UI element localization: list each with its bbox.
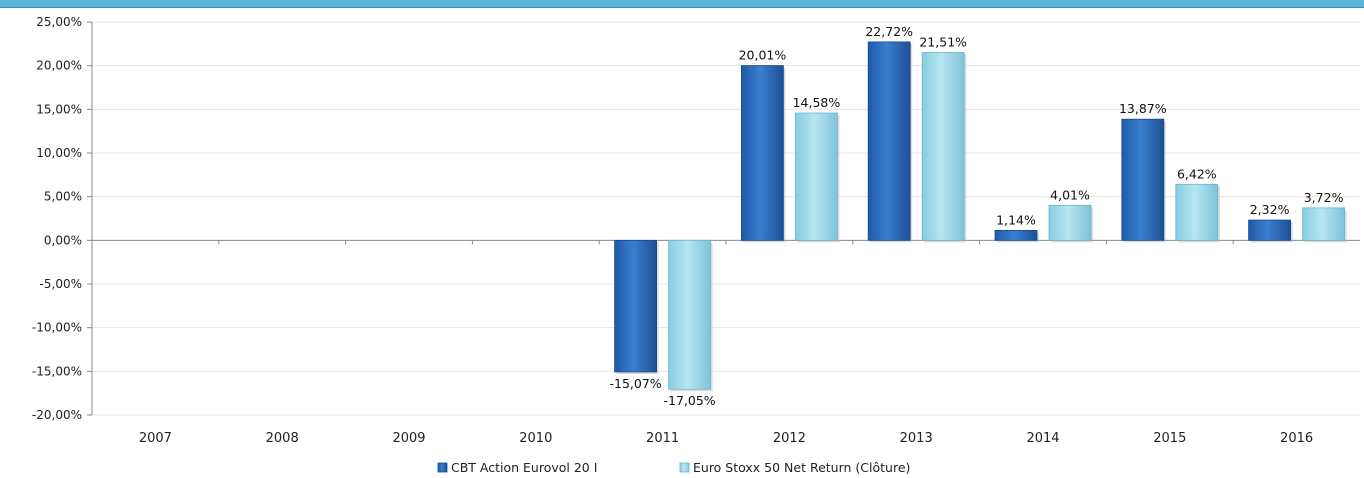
data-label: 3,72% xyxy=(1304,190,1344,205)
y-tick-label: -5,00% xyxy=(40,277,82,291)
data-label: 22,72% xyxy=(865,24,913,39)
data-label: 4,01% xyxy=(1050,187,1090,202)
x-tick-label: 2012 xyxy=(773,431,806,446)
y-tick-label: 25,00% xyxy=(36,15,82,29)
bar xyxy=(668,239,711,390)
y-tick-label: 20,00% xyxy=(36,59,82,73)
x-tick-label: 2013 xyxy=(900,431,933,446)
data-label: 6,42% xyxy=(1177,166,1217,181)
x-tick-label: 2016 xyxy=(1280,431,1313,446)
data-label: 13,87% xyxy=(1119,101,1167,116)
bar xyxy=(1121,118,1165,241)
y-tick-label: -20,00% xyxy=(32,408,82,422)
y-tick-label: 0,00% xyxy=(44,233,82,247)
x-tick-label: 2015 xyxy=(1153,431,1186,446)
bar xyxy=(795,112,838,241)
data-label: -15,07% xyxy=(610,376,662,391)
legend-swatch xyxy=(679,462,690,473)
x-tick-label: 2009 xyxy=(392,431,425,446)
legend-label: CBT Action Eurovol 20 I xyxy=(451,460,597,475)
bar xyxy=(614,239,657,373)
bar xyxy=(741,65,784,241)
x-tick-label: 2007 xyxy=(139,431,172,446)
bar xyxy=(1175,183,1219,241)
data-label: -17,05% xyxy=(664,393,716,408)
y-tick-label: -15,00% xyxy=(32,364,82,378)
bar xyxy=(921,52,965,241)
bar xyxy=(867,41,911,241)
y-tick-label: 10,00% xyxy=(36,146,82,160)
x-tick-label: 2010 xyxy=(519,431,552,446)
bar xyxy=(1302,207,1345,241)
data-label: 2,32% xyxy=(1250,202,1290,217)
legend-label: Euro Stoxx 50 Net Return (Clôture) xyxy=(693,460,910,475)
data-label: 1,14% xyxy=(996,212,1036,227)
bar xyxy=(1048,204,1092,241)
legend-swatch xyxy=(437,462,448,473)
x-tick-label: 2014 xyxy=(1026,431,1059,446)
bar xyxy=(1248,219,1291,241)
y-tick-label: 5,00% xyxy=(44,190,82,204)
y-tick-label: 15,00% xyxy=(36,102,82,116)
x-tick-label: 2008 xyxy=(266,431,299,446)
data-label: 21,51% xyxy=(919,34,967,49)
y-tick-label: -10,00% xyxy=(32,321,82,335)
data-label: 20,01% xyxy=(739,48,787,63)
data-label: 14,58% xyxy=(793,95,841,110)
x-tick-label: 2011 xyxy=(646,431,679,446)
chart-header-bar xyxy=(0,0,1364,8)
bar xyxy=(994,229,1038,241)
